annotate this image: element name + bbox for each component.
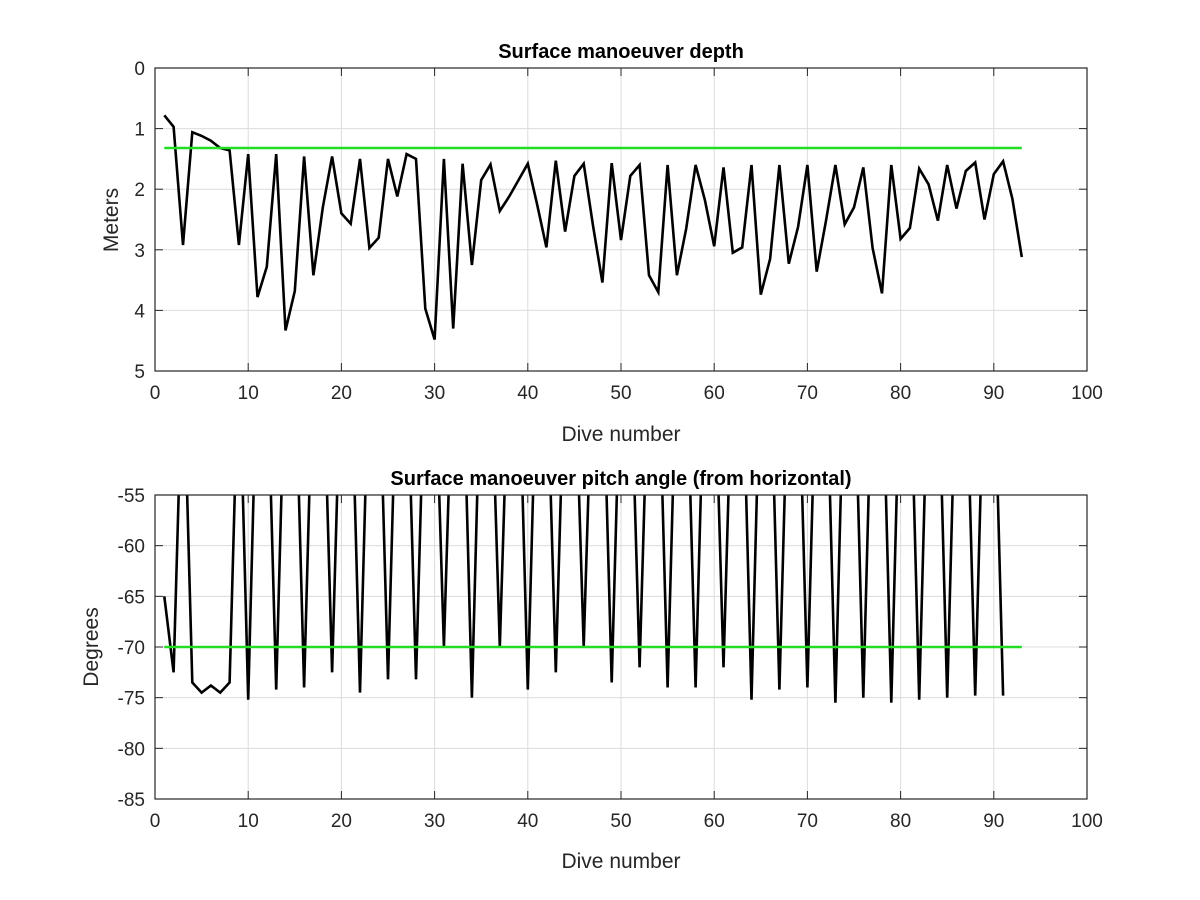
depth-chart-ytick-label: 5 (134, 362, 145, 383)
pitch-chart-ytick-label: -85 (118, 790, 145, 811)
pitch-chart-plot-area (163, 495, 1022, 703)
depth-chart-xtick-label: 100 (1071, 383, 1103, 404)
depth-chart-ytick-label: 2 (134, 180, 145, 201)
depth-chart-xtick-label: 20 (331, 383, 352, 404)
pitch-chart-xtick-label: 100 (1071, 811, 1103, 832)
pitch-chart-xtick-label: 90 (983, 811, 1004, 832)
depth-chart-xtick-label: 10 (238, 383, 259, 404)
depth-chart: Surface manoeuver depth Dive number Mete… (100, 41, 1103, 446)
pitch-chart-xtick-label: 80 (890, 811, 911, 832)
depth-chart-plot-area (163, 114, 1024, 340)
depth-chart-xtick-label: 90 (983, 383, 1004, 404)
depth-chart-xtick-label: 40 (517, 383, 538, 404)
pitch-chart-xtick-label: 0 (150, 811, 161, 832)
depth-chart-xtick-label: 0 (150, 383, 161, 404)
depth-chart-xtick-label: 30 (424, 383, 445, 404)
pitch-chart-ylabel: Degrees (80, 607, 103, 686)
pitch-chart-xtick-label: 20 (331, 811, 352, 832)
pitch-chart-title: Surface manoeuver pitch angle (from hori… (390, 468, 851, 490)
pitch-chart-xtick-label: 40 (517, 811, 538, 832)
pitch-chart-ytick-label: -60 (118, 537, 145, 558)
pitch-chart-data-line (163, 495, 1005, 703)
depth-chart-xtick-label: 60 (704, 383, 725, 404)
pitch-chart-ytick-label: -75 (118, 689, 145, 710)
depth-chart-ytick-label: 4 (134, 301, 145, 322)
depth-chart-ytick-label: 1 (134, 120, 145, 141)
pitch-chart-xtick-label: 70 (797, 811, 818, 832)
depth-chart-title: Surface manoeuver depth (498, 41, 744, 63)
pitch-chart-xtick-label: 30 (424, 811, 445, 832)
depth-chart-xtick-label: 70 (797, 383, 818, 404)
pitch-chart-ytick-label: -65 (118, 587, 145, 608)
depth-chart-xlabel: Dive number (561, 423, 680, 446)
depth-chart-ylabel: Meters (100, 188, 123, 252)
pitch-chart-xlabel: Dive number (561, 850, 680, 873)
depth-chart-ytick-label: 3 (134, 241, 145, 262)
pitch-chart-ytick-label: -55 (118, 486, 145, 507)
pitch-chart-grid (155, 495, 1087, 799)
depth-chart-xtick-label: 80 (890, 383, 911, 404)
pitch-chart: Surface manoeuver pitch angle (from hori… (80, 468, 1103, 873)
depth-chart-data-line (163, 114, 1024, 340)
depth-chart-ytick-label: 0 (134, 59, 145, 80)
pitch-chart-ytick-label: -70 (118, 638, 145, 659)
depth-chart-grid (155, 68, 1087, 371)
pitch-chart-xtick-label: 60 (704, 811, 725, 832)
pitch-chart-ytick-label: -80 (118, 739, 145, 760)
pitch-chart-xtick-label: 50 (610, 811, 631, 832)
pitch-chart-xtick-label: 10 (238, 811, 259, 832)
depth-chart-xtick-label: 50 (610, 383, 631, 404)
